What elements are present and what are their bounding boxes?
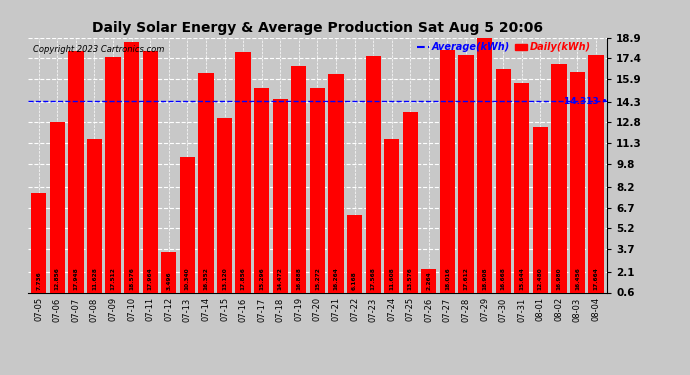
Bar <box>589 55 604 301</box>
Bar <box>106 57 121 301</box>
Text: 18.908: 18.908 <box>482 267 487 290</box>
Bar <box>235 52 250 301</box>
Bar <box>291 66 306 301</box>
Text: 12.856: 12.856 <box>55 267 60 290</box>
Bar <box>124 42 139 301</box>
Text: 2.264: 2.264 <box>426 271 431 290</box>
Text: 13.120: 13.120 <box>222 267 227 290</box>
Bar <box>403 112 418 301</box>
Text: Copyright 2023 Cartronics.com: Copyright 2023 Cartronics.com <box>33 45 165 54</box>
Bar <box>477 38 492 301</box>
Bar <box>514 83 529 301</box>
Text: 15.272: 15.272 <box>315 267 320 290</box>
Bar <box>198 73 214 301</box>
Bar <box>254 88 269 301</box>
Text: 16.352: 16.352 <box>204 267 208 290</box>
Bar <box>458 56 473 301</box>
Bar <box>50 122 65 301</box>
Text: 10.340: 10.340 <box>185 267 190 290</box>
Bar <box>161 252 177 301</box>
Text: 13.576: 13.576 <box>408 267 413 290</box>
Text: 16.980: 16.980 <box>556 267 562 290</box>
Bar <box>421 269 437 301</box>
Text: 17.664: 17.664 <box>593 267 598 290</box>
Bar <box>347 215 362 301</box>
Text: 17.568: 17.568 <box>371 267 375 290</box>
Text: 12.480: 12.480 <box>538 267 543 290</box>
Text: 15.296: 15.296 <box>259 267 264 290</box>
Bar <box>570 72 585 301</box>
Bar <box>495 69 511 301</box>
Text: 17.948: 17.948 <box>73 267 79 290</box>
Text: 16.668: 16.668 <box>501 267 506 290</box>
Text: 16.888: 16.888 <box>296 267 302 290</box>
Text: 3.496: 3.496 <box>166 271 171 290</box>
Bar <box>143 51 158 301</box>
Bar <box>328 74 344 301</box>
Text: 7.736: 7.736 <box>37 271 41 290</box>
Text: 18.576: 18.576 <box>129 267 134 290</box>
Bar <box>551 64 566 301</box>
Text: 18.016: 18.016 <box>445 267 450 290</box>
Bar <box>179 157 195 301</box>
Bar <box>273 99 288 301</box>
Bar <box>366 56 381 301</box>
Text: 17.512: 17.512 <box>110 267 115 290</box>
Legend: Average(kWh), Daily(kWh): Average(kWh), Daily(kWh) <box>417 42 591 52</box>
Text: 16.456: 16.456 <box>575 267 580 290</box>
Bar <box>217 118 232 301</box>
Title: Daily Solar Energy & Average Production Sat Aug 5 20:06: Daily Solar Energy & Average Production … <box>92 21 543 35</box>
Bar <box>87 139 102 301</box>
Text: 17.856: 17.856 <box>241 267 246 290</box>
Text: 17.612: 17.612 <box>464 267 469 290</box>
Text: 14.472: 14.472 <box>278 267 283 290</box>
Bar <box>310 88 325 301</box>
Text: 15.644: 15.644 <box>520 267 524 290</box>
Bar <box>31 193 46 301</box>
Text: 14.313 •: 14.313 • <box>564 97 607 106</box>
Bar <box>384 139 400 301</box>
Text: 6.168: 6.168 <box>352 271 357 290</box>
Text: 17.964: 17.964 <box>148 267 152 290</box>
Bar <box>533 127 548 301</box>
Text: 11.608: 11.608 <box>389 267 394 290</box>
Text: 16.264: 16.264 <box>333 267 339 290</box>
Text: 11.628: 11.628 <box>92 267 97 290</box>
Bar <box>68 51 83 301</box>
Bar <box>440 50 455 301</box>
